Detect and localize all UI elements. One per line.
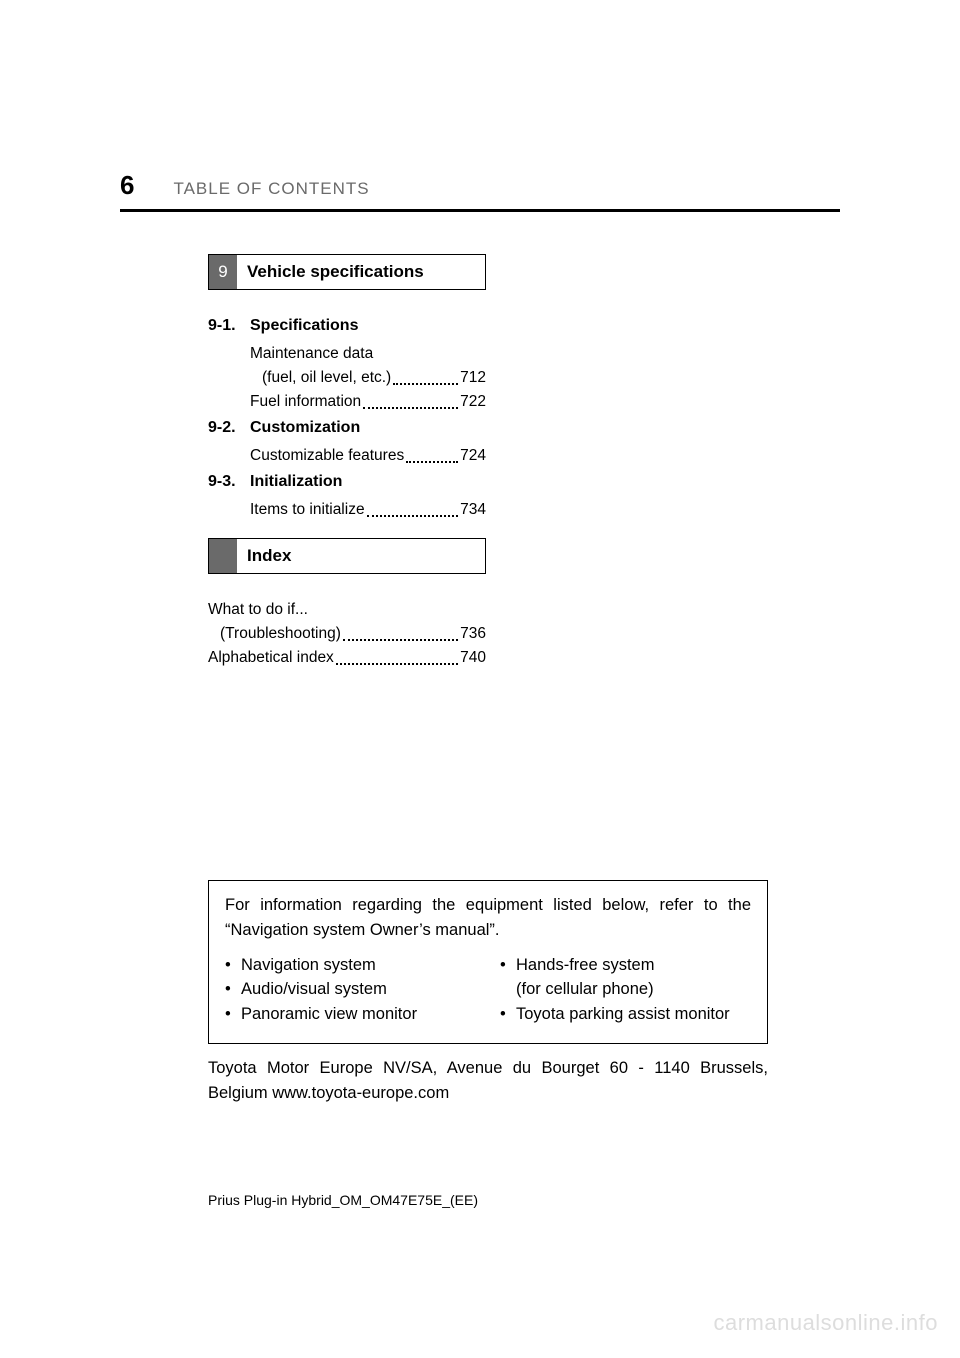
- toc-entry-page: 722: [460, 390, 486, 414]
- section-title: Initialization: [250, 470, 342, 494]
- leader-dots: [406, 461, 458, 463]
- index-tab-label: Index: [237, 539, 485, 573]
- header-title: TABLE OF CONTENTS: [173, 179, 369, 199]
- section-title: Customization: [250, 416, 360, 440]
- bullet-icon: •: [225, 977, 241, 1002]
- toc-entry-text: (fuel, oil level, etc.): [262, 366, 391, 390]
- toc-column: 9 Vehicle specifications 9-1. Specificat…: [208, 254, 486, 670]
- index-tab-block: [209, 539, 237, 573]
- infobox-col-right: •Hands-free system (for cellular phone) …: [500, 953, 751, 1027]
- page-number: 6: [120, 170, 135, 201]
- toc-entry-page: 712: [460, 366, 486, 390]
- bullet-icon: •: [225, 953, 241, 978]
- toc-entry: Customizable features 724: [208, 444, 486, 468]
- toc-entry-text: (Troubleshooting): [220, 622, 341, 646]
- toc-section: 9-2. Customization Customizable features…: [208, 416, 486, 468]
- leader-dots: [336, 663, 458, 665]
- toc-entry: Items to initialize 734: [208, 498, 486, 522]
- toc-section: 9-1. Specifications Maintenance data (fu…: [208, 314, 486, 414]
- section-heading: 9-1. Specifications: [208, 314, 486, 338]
- bullet-cont: (for cellular phone): [500, 977, 751, 1002]
- index-tab: Index: [208, 538, 486, 574]
- toc-entry-text: Customizable features: [250, 444, 404, 468]
- bullet-text: Audio/visual system: [241, 977, 387, 1002]
- page: 6 TABLE OF CONTENTS 9 Vehicle specificat…: [0, 0, 960, 1358]
- reference-infobox: For information regarding the equipment …: [208, 880, 768, 1044]
- bullet-text: Navigation system: [241, 953, 376, 978]
- watermark: carmanualsonline.info: [713, 1310, 938, 1336]
- leader-dots: [363, 407, 458, 409]
- section-number: 9-3.: [208, 470, 250, 494]
- toc-entry-text: Items to initialize: [250, 498, 365, 522]
- toc-entry: What to do if...: [208, 598, 486, 622]
- content-area: 9 Vehicle specifications 9-1. Specificat…: [120, 212, 780, 1105]
- toc-entry-cont: (fuel, oil level, etc.) 712: [208, 366, 486, 390]
- bullet-text: Hands-free system: [516, 953, 654, 978]
- bullet-item: •Toyota parking assist monitor: [500, 1002, 751, 1027]
- chapter-tab: 9 Vehicle specifications: [208, 254, 486, 290]
- company-info: Toyota Motor Europe NV/SA, Avenue du Bou…: [208, 1056, 768, 1106]
- section-heading: 9-3. Initialization: [208, 470, 486, 494]
- toc-section: 9-3. Initialization Items to initialize …: [208, 470, 486, 522]
- toc-entry: Fuel information 722: [208, 390, 486, 414]
- bullet-item: •Navigation system: [225, 953, 476, 978]
- bullet-text: Panoramic view monitor: [241, 1002, 417, 1027]
- section-number: 9-1.: [208, 314, 250, 338]
- toc-entry: Alphabetical index 740: [208, 646, 486, 670]
- bullet-text: Toyota parking assist monitor: [516, 1002, 730, 1027]
- leader-dots: [367, 515, 459, 517]
- section-heading: 9-2. Customization: [208, 416, 486, 440]
- toc-entry-page: 734: [460, 498, 486, 522]
- index-entries: What to do if... (Troubleshooting) 736 A…: [208, 598, 486, 670]
- toc-entry-page: 736: [460, 622, 486, 646]
- chapter-title: Vehicle specifications: [237, 255, 485, 289]
- toc-entry-text: Alphabetical index: [208, 646, 334, 670]
- footer-code: Prius Plug-in Hybrid_OM_OM47E75E_(EE): [208, 1192, 478, 1208]
- bullet-icon: •: [500, 953, 516, 978]
- spacer: [208, 524, 486, 538]
- infobox-intro: For information regarding the equipment …: [225, 893, 751, 943]
- bullet-item: •Panoramic view monitor: [225, 1002, 476, 1027]
- bullet-item: •Hands-free system: [500, 953, 751, 978]
- toc-entry-page: 724: [460, 444, 486, 468]
- page-header: 6 TABLE OF CONTENTS: [120, 170, 840, 212]
- bullet-item: •Audio/visual system: [225, 977, 476, 1002]
- chapter-number: 9: [209, 255, 237, 289]
- toc-entry-text: Fuel information: [250, 390, 361, 414]
- toc-entry: Maintenance data: [208, 342, 486, 366]
- toc-entry-page: 740: [460, 646, 486, 670]
- infobox-columns: •Navigation system •Audio/visual system …: [225, 953, 751, 1027]
- toc-entry-cont: (Troubleshooting) 736: [208, 622, 486, 646]
- bullet-icon: •: [500, 1002, 516, 1027]
- section-title: Specifications: [250, 314, 358, 338]
- leader-dots: [343, 639, 458, 641]
- section-number: 9-2.: [208, 416, 250, 440]
- bullet-icon: •: [225, 1002, 241, 1027]
- leader-dots: [393, 383, 458, 385]
- toc-entry-text: Maintenance data: [250, 342, 373, 366]
- infobox-col-left: •Navigation system •Audio/visual system …: [225, 953, 476, 1027]
- toc-entry-text: What to do if...: [208, 598, 308, 622]
